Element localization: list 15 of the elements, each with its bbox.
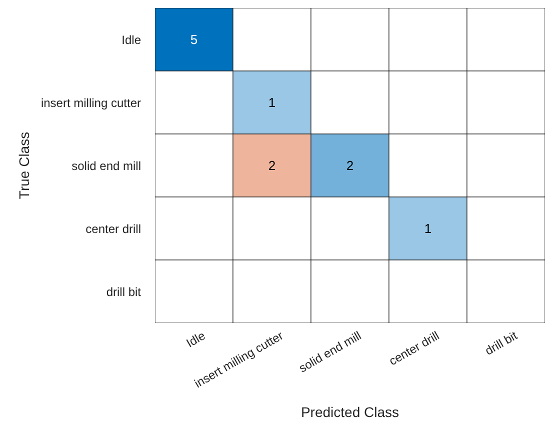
y-tick-label: insert milling cutter	[40, 96, 142, 110]
x-tick-label: solid end mill	[296, 328, 364, 376]
data-label: 5	[190, 32, 198, 48]
y-tick-label: solid end mill	[72, 158, 141, 173]
data-label: 1	[268, 95, 276, 110]
x-tick-label: drill bit	[482, 328, 520, 358]
y-axis-title: True Class	[16, 132, 32, 200]
data-label: 2	[268, 158, 276, 174]
y-tick-label: drill bit	[106, 284, 142, 299]
x-tick-label: Idle	[184, 328, 208, 350]
y-tick-label: center drill	[86, 222, 141, 236]
y-tick-label: Idle	[122, 32, 142, 47]
x-axis-title: Predicted Class	[300, 404, 400, 420]
data-label: 1	[424, 221, 432, 236]
data-label: 2	[346, 158, 354, 174]
